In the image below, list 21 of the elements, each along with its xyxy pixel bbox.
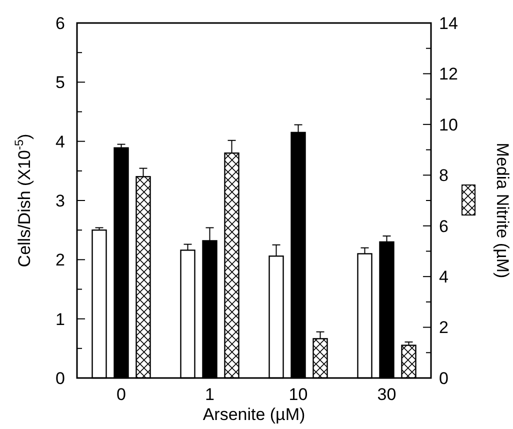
x-tick-label: 0 [116,385,126,404]
y-tick-label: 2 [56,250,65,270]
y2-tick-label: 0 [439,368,448,388]
y2-tick-label: 8 [439,166,448,186]
x-tick-label: 1 [205,385,214,404]
y2-axis-title: Media Nitrite (µM) [493,142,512,278]
x-tick-label: 30 [377,385,396,404]
x-tick-label: 10 [288,385,308,404]
y2-tick-label: 14 [439,14,458,33]
y-tick-label: 0 [56,368,65,388]
y-tick-label: 4 [56,132,65,152]
x-axis-title: Arsenite (µM) [202,405,306,424]
y2-tick-label: 4 [439,268,448,287]
y2-tick-label: 12 [439,64,458,84]
y-tick-label: 3 [56,191,65,210]
y2-tick-label: 2 [439,318,448,338]
y-tick-label: 6 [56,14,65,33]
y2-tick-label: 6 [439,216,448,236]
y-tick-label: 1 [56,310,65,329]
y-tick-label: 5 [56,73,65,92]
y2-tick-label: 10 [439,115,458,134]
